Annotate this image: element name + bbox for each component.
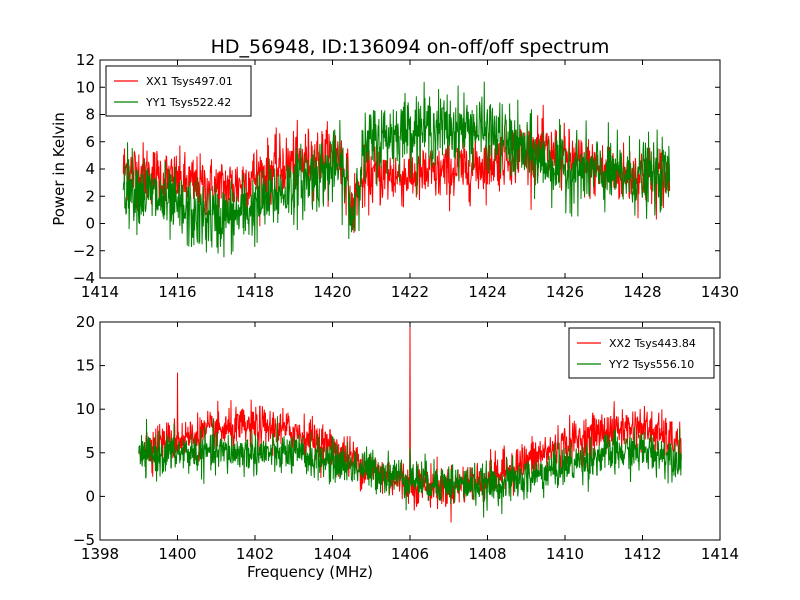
bottom-x-tick-label: 1402 <box>236 545 274 563</box>
top-x-tick-label: 1428 <box>623 283 661 301</box>
top-legend: XX1 Tsys497.01 YY1 Tsys522.42 <box>105 65 252 117</box>
top-series-xx-line <box>122 104 671 233</box>
bottom-legend-label: YY2 Tsys556.10 <box>608 358 694 371</box>
top-y-tick-label: 2 <box>85 187 95 205</box>
bottom-x-axis-label: Frequency (MHz) <box>247 563 373 581</box>
top-y-tick-label: 6 <box>85 133 95 151</box>
top-series-yy-line <box>122 81 671 258</box>
bottom-y-tick-label: 20 <box>76 313 95 331</box>
top-x-tick-label: 1416 <box>158 283 196 301</box>
top-x-tick-label: 1424 <box>468 283 506 301</box>
top-x-tick-label: 1422 <box>391 283 429 301</box>
bottom-y-tick-label: 10 <box>76 400 95 418</box>
top-panel: 1414 1416 1418 1420 1422 1424 1426 1428 1430 −4 −2… <box>50 51 739 301</box>
top-y-tick-label: −2 <box>73 242 95 260</box>
bottom-y-tick-label: −5 <box>73 531 95 549</box>
top-y-axis-label: Power in Kelvin <box>50 112 68 226</box>
top-x-tick-label: 1414 <box>81 283 119 301</box>
bottom-x-tick-label: 1410 <box>546 545 584 563</box>
bottom-y-tick-label: 15 <box>76 357 95 375</box>
top-x-tick-label: 1418 <box>236 283 274 301</box>
top-x-tick-label: 1430 <box>701 283 739 301</box>
bottom-x-tick-label: 1404 <box>313 545 351 563</box>
top-y-tick-label: 10 <box>76 78 95 96</box>
bottom-x-tick-label: 1408 <box>468 545 506 563</box>
bottom-x-tick-label: 1406 <box>391 545 429 563</box>
top-x-tick-label: 1426 <box>546 283 584 301</box>
top-legend-box <box>105 65 252 117</box>
bottom-x-tick-label: 1400 <box>158 545 196 563</box>
bottom-legend-label: XX2 Tsys443.84 <box>609 337 696 350</box>
top-y-tick-label: 4 <box>85 160 95 178</box>
top-y-tick-label: 0 <box>85 215 95 233</box>
top-y-tick-label: 12 <box>76 51 95 69</box>
top-x-tick-label: 1420 <box>313 283 351 301</box>
top-legend-label: YY1 Tsys522.42 <box>145 96 231 109</box>
bottom-panel: 1398 1400 1402 1404 1406 1408 1410 1412 1414 −5 0 5… <box>73 313 739 581</box>
bottom-x-tick-label: 1398 <box>81 545 119 563</box>
bottom-legend-box <box>568 327 715 379</box>
top-y-tick-label: 8 <box>85 106 95 124</box>
figure-title: HD_56948, ID:136094 on-off/off spectrum <box>211 36 610 58</box>
bottom-series-yy-line <box>138 416 682 518</box>
bottom-y-tick-label: 0 <box>85 487 95 505</box>
bottom-x-tick-label: 1414 <box>701 545 739 563</box>
top-y-tick-label: −4 <box>73 269 95 287</box>
bottom-x-tick-label: 1412 <box>623 545 661 563</box>
bottom-legend: XX2 Tsys443.84 YY2 Tsys556.10 <box>568 327 715 379</box>
bottom-y-tick-label: 5 <box>85 444 95 462</box>
top-legend-label: XX1 Tsys497.01 <box>146 75 233 88</box>
